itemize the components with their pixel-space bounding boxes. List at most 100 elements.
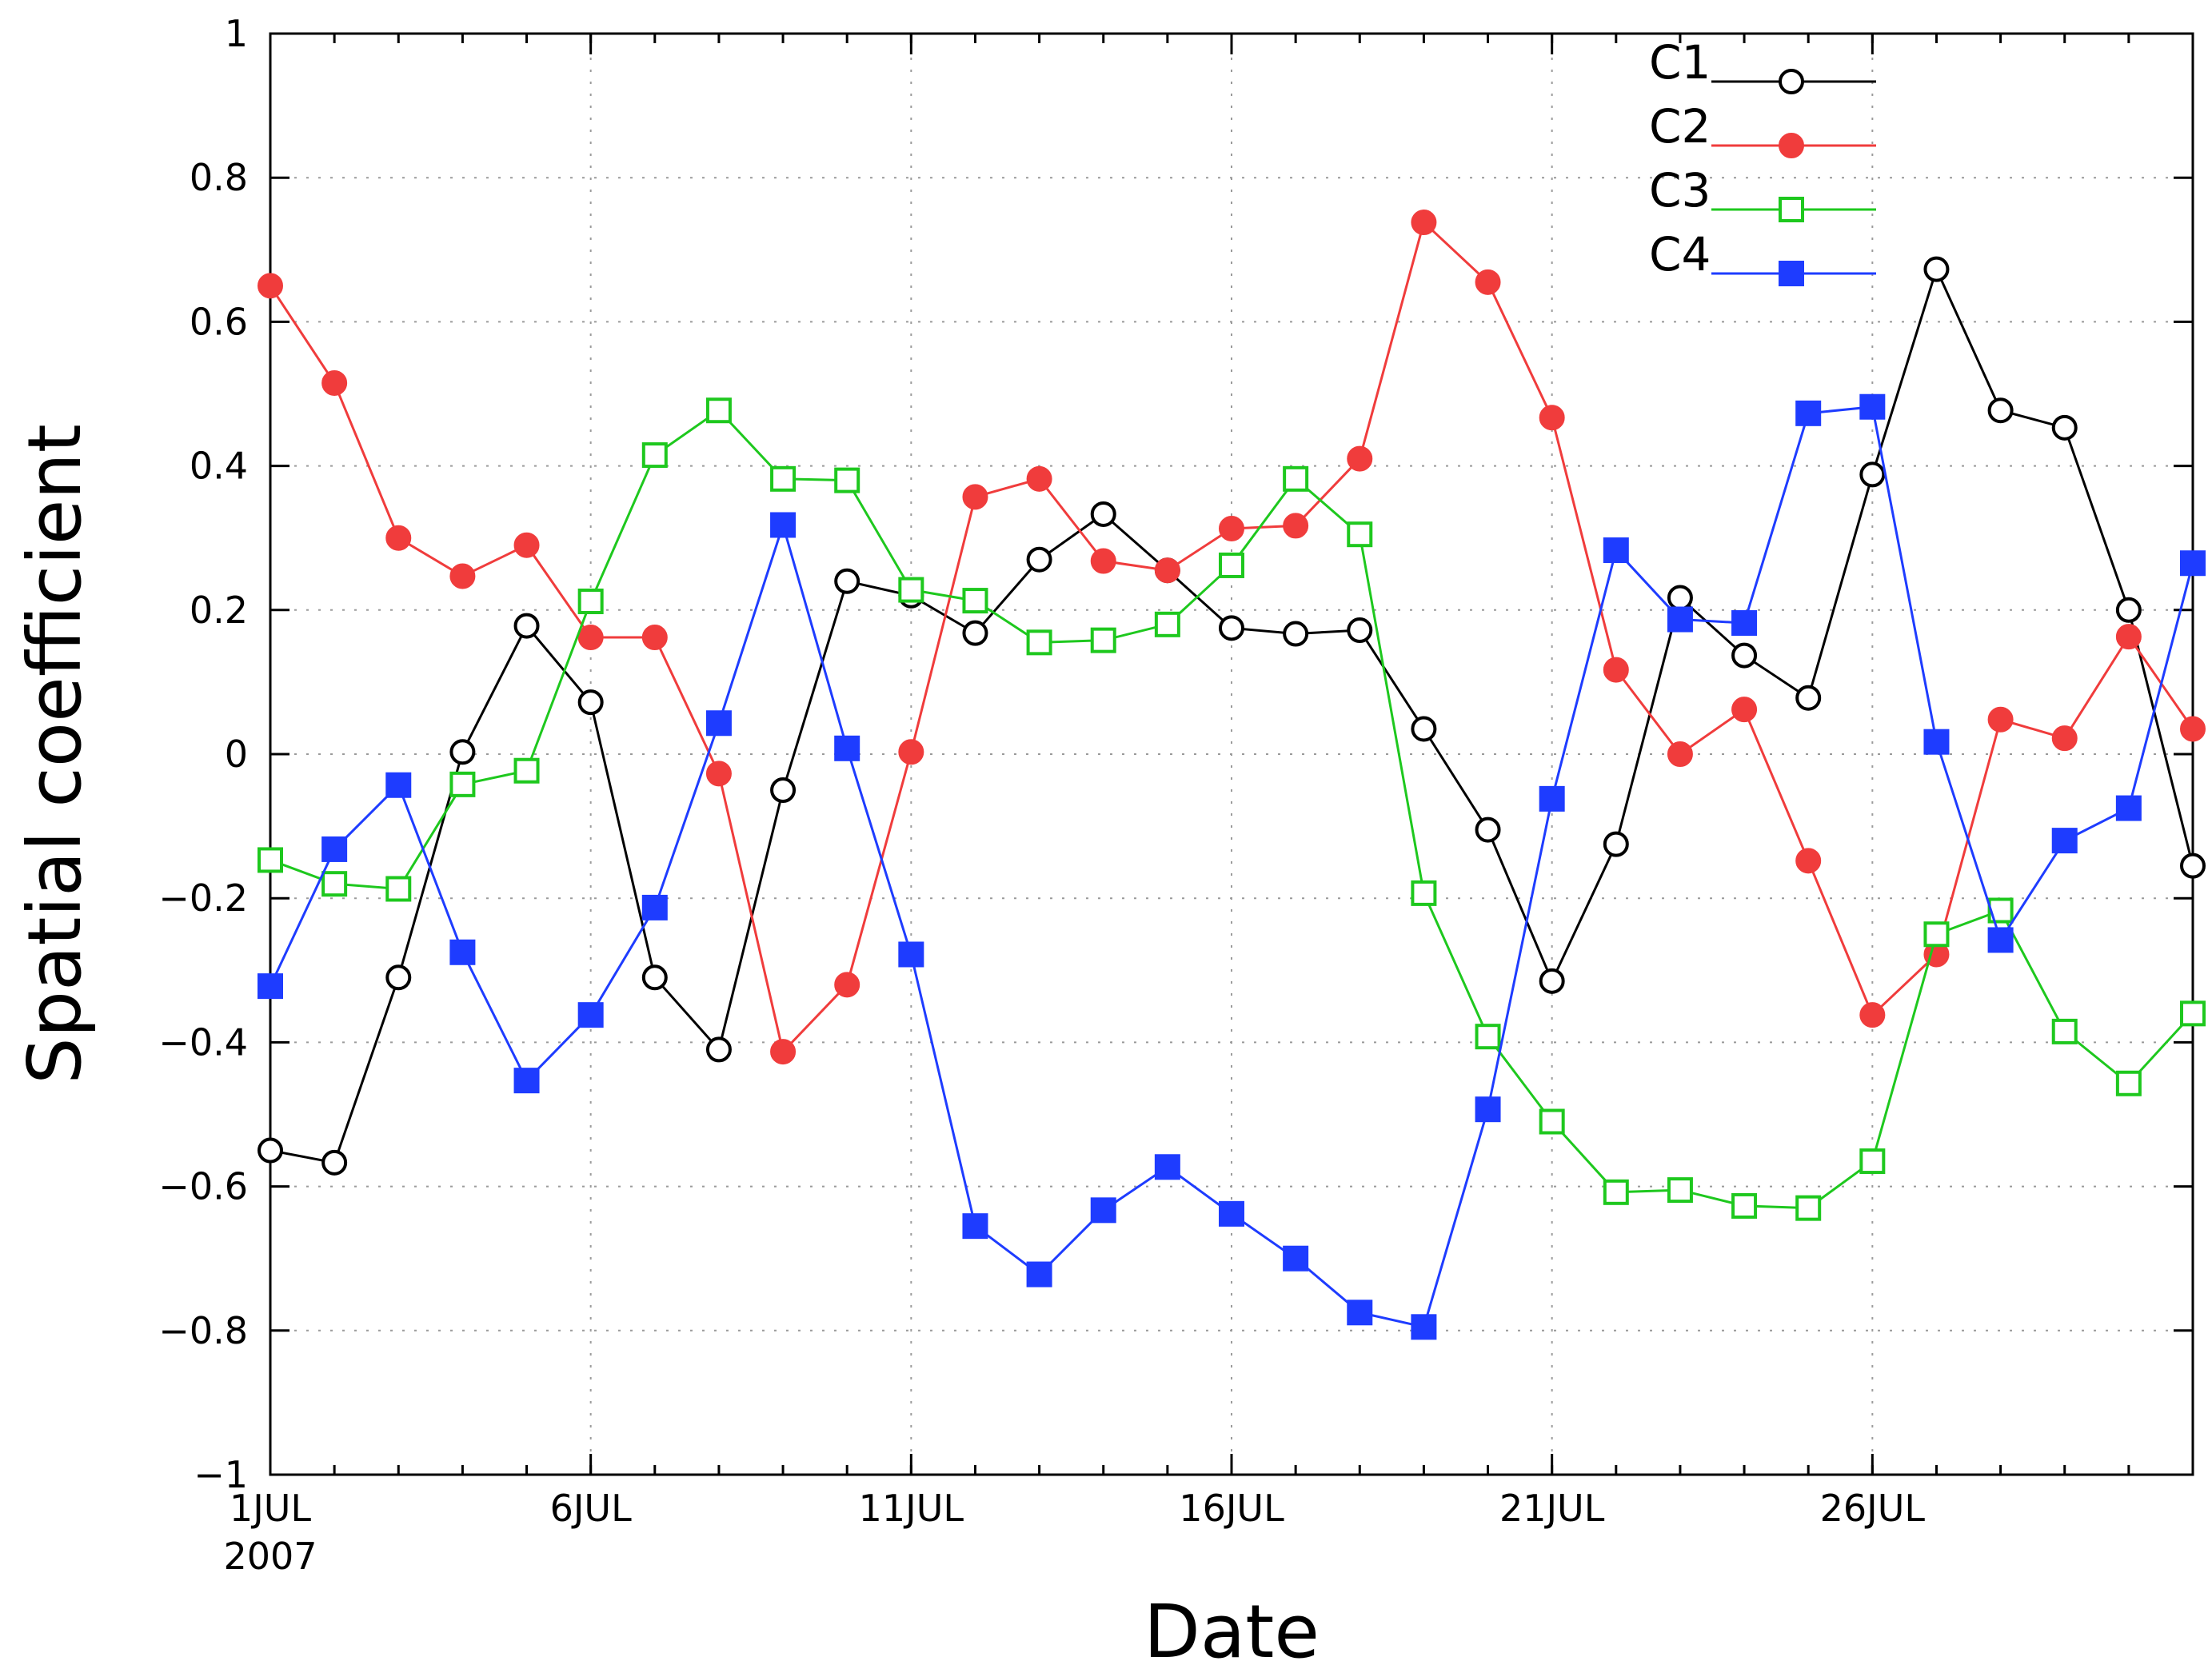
data-point-c2 xyxy=(1026,465,1052,492)
data-point-c3 xyxy=(2180,1000,2206,1027)
legend-marker-c1 xyxy=(1779,69,1804,94)
data-point-c4 xyxy=(1026,1261,1052,1288)
data-point-c4 xyxy=(1219,1200,1244,1227)
data-point-c3 xyxy=(705,397,732,424)
y-tick-label: −0.4 xyxy=(158,1020,248,1064)
data-point-c2 xyxy=(1090,548,1116,574)
data-point-c3 xyxy=(2115,1070,2142,1096)
data-point-c1 xyxy=(2180,852,2206,879)
data-point-c4 xyxy=(1539,785,1565,812)
series-layer xyxy=(258,210,2206,1340)
data-point-c3 xyxy=(1603,1179,1629,1205)
legend-label-c3: C3 xyxy=(1649,163,1711,218)
data-point-c4 xyxy=(1347,1300,1373,1326)
data-point-c2 xyxy=(1219,515,1244,541)
y-tick-label: 0.8 xyxy=(190,156,248,199)
data-point-c4 xyxy=(1411,1314,1437,1340)
data-point-c3 xyxy=(1090,627,1116,653)
legend-label-c1: C1 xyxy=(1649,35,1711,90)
data-point-c4 xyxy=(258,973,283,1000)
data-point-c2 xyxy=(1795,848,1822,874)
data-point-c1 xyxy=(1219,615,1244,641)
y-tick-label: 0.2 xyxy=(190,589,248,632)
data-point-c4 xyxy=(2180,550,2206,577)
data-point-c2 xyxy=(1539,405,1565,431)
data-point-c3 xyxy=(641,442,668,469)
data-point-c1 xyxy=(1411,716,1437,742)
data-point-c4 xyxy=(385,772,412,798)
data-point-c2 xyxy=(898,739,924,765)
data-point-c1 xyxy=(834,568,860,594)
data-point-c1 xyxy=(1090,501,1116,527)
y-tick-label: 1 xyxy=(225,12,248,55)
data-point-c2 xyxy=(1475,269,1501,295)
data-point-c4 xyxy=(1667,606,1693,633)
x-tick-label: 16JUL xyxy=(1179,1487,1284,1530)
data-point-c4 xyxy=(1283,1245,1309,1272)
data-point-c3 xyxy=(2051,1018,2078,1044)
data-point-c3 xyxy=(1731,1192,1758,1219)
data-point-c3 xyxy=(385,876,412,902)
data-point-c2 xyxy=(449,563,476,589)
data-point-c3 xyxy=(770,465,797,492)
data-point-c4 xyxy=(1731,610,1758,637)
legend-marker-c3 xyxy=(1779,197,1804,222)
data-point-c3 xyxy=(962,588,988,614)
data-point-c1 xyxy=(962,620,988,646)
y-ticks: 1 0.8 0.6 0.4 0.2 0 −0.2 −0.4 −0.6 −0.8 −1 xyxy=(158,12,2193,1496)
data-point-c4 xyxy=(1154,1154,1180,1180)
series-c1 xyxy=(258,256,2206,1176)
data-point-c3 xyxy=(1026,629,1052,656)
y-tick-label: −1 xyxy=(194,1453,248,1496)
data-point-c2 xyxy=(834,972,860,998)
data-point-c3 xyxy=(1283,465,1309,492)
data-point-c2 xyxy=(1154,557,1180,584)
data-point-c1 xyxy=(449,739,476,765)
data-point-c4 xyxy=(449,939,476,965)
data-point-c4 xyxy=(1603,537,1629,564)
data-point-c1 xyxy=(1923,256,1950,282)
data-point-c2 xyxy=(1603,657,1629,683)
data-point-c3 xyxy=(898,577,924,603)
data-point-c2 xyxy=(2051,725,2078,752)
data-point-c4 xyxy=(1987,927,2014,953)
y-tick-label: 0 xyxy=(225,733,248,776)
data-point-c4 xyxy=(513,1068,540,1094)
data-point-c3 xyxy=(1987,897,2014,924)
grid-layer xyxy=(270,34,2193,1475)
y-tick-label: −0.6 xyxy=(158,1165,248,1208)
data-point-c3 xyxy=(1667,1177,1693,1204)
legend-label-c2: C2 xyxy=(1649,99,1711,154)
x-tick-label: 21JUL xyxy=(1499,1487,1605,1530)
x-tick-sublabel: 2007 xyxy=(223,1535,317,1578)
x-tick-label: 1JUL xyxy=(230,1487,312,1530)
data-point-c1 xyxy=(1987,397,2014,424)
data-point-c1 xyxy=(1475,817,1501,843)
data-point-c3 xyxy=(449,771,476,797)
data-point-c1 xyxy=(1667,585,1693,611)
y-tick-label: −0.2 xyxy=(158,876,248,920)
data-point-c2 xyxy=(1347,445,1373,472)
data-point-c4 xyxy=(1795,400,1822,426)
x-tick-label: 26JUL xyxy=(1820,1487,1926,1530)
data-point-c2 xyxy=(641,625,668,651)
x-axis-title: Date xyxy=(1144,1589,1320,1673)
data-point-c3 xyxy=(1347,521,1373,548)
data-point-c1 xyxy=(1603,831,1629,857)
data-point-c1 xyxy=(770,777,797,804)
data-point-c1 xyxy=(1859,461,1886,488)
data-point-c4 xyxy=(321,836,348,862)
data-point-c3 xyxy=(321,871,348,897)
data-point-c2 xyxy=(1987,706,2014,733)
data-point-c2 xyxy=(1411,210,1437,236)
legend-marker-c4 xyxy=(1779,261,1804,286)
legend-marker-c2 xyxy=(1779,133,1804,158)
data-point-c3 xyxy=(513,757,540,784)
data-point-c4 xyxy=(2051,828,2078,854)
x-ticks: 1JUL 2007 6JUL 11JUL 16JUL 21JUL 26JUL xyxy=(223,34,2194,1578)
data-point-c2 xyxy=(1859,1002,1886,1028)
data-point-c3 xyxy=(1154,611,1180,637)
legend-label-c4: C4 xyxy=(1649,227,1711,281)
legend: C1 C2 C3 C4 xyxy=(1649,35,1876,286)
data-point-c4 xyxy=(577,1002,604,1028)
